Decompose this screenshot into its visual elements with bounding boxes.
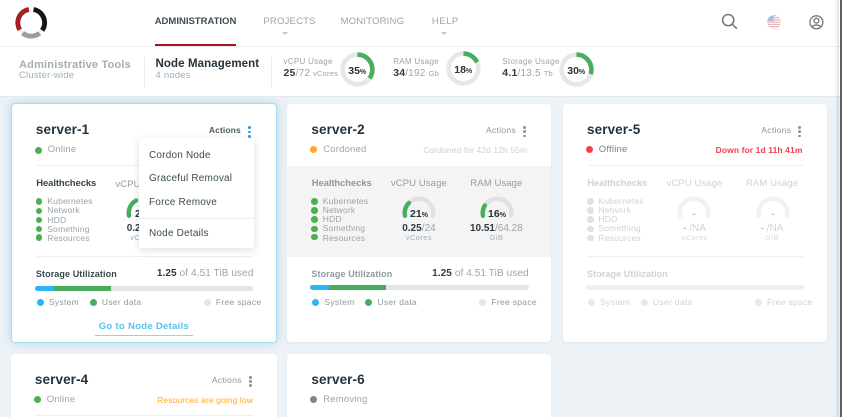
svg-text:-: - <box>692 207 696 219</box>
svg-text:18%: 18% <box>454 64 473 76</box>
svg-text:35%: 35% <box>348 65 367 77</box>
svg-text:30%: 30% <box>567 65 586 77</box>
svg-text:21%: 21% <box>410 207 429 219</box>
svg-text:-: - <box>771 207 775 219</box>
svg-text:16%: 16% <box>488 207 507 219</box>
